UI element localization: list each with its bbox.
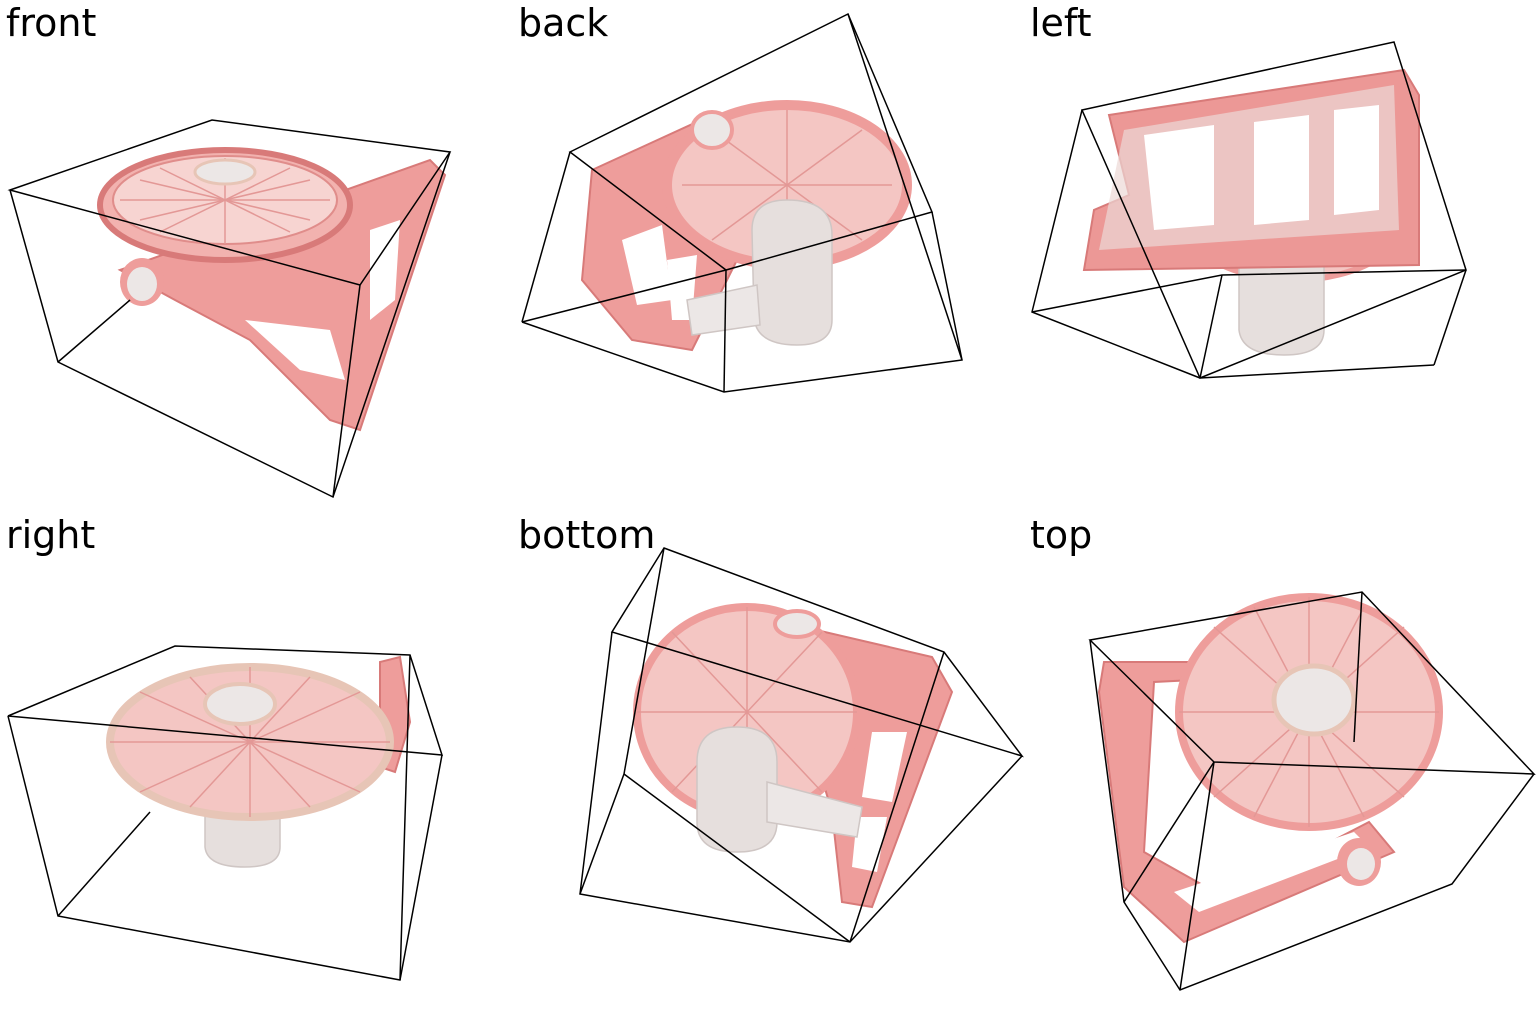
desk-fan-render (579, 547, 1024, 943)
view-label: front (6, 1, 97, 45)
view-label: left (1030, 1, 1092, 45)
view-label: top (1030, 513, 1093, 557)
view-label: right (6, 513, 96, 557)
desk-fan-render (1031, 41, 1467, 379)
view-panel-bottom: bottom (512, 512, 1024, 1024)
desk-fan-render (7, 645, 444, 981)
view-panel-right: right (0, 512, 512, 1024)
view-panel-back: back (512, 0, 1024, 512)
view-label: bottom (518, 513, 656, 557)
view-panel-left: left (1024, 0, 1536, 512)
view-panel-top: top (1024, 512, 1536, 1024)
desk-fan-render (1088, 591, 1536, 991)
view-label: back (518, 1, 609, 45)
desk-fan-render (7, 119, 452, 499)
view-panel-front: front (0, 0, 512, 512)
desk-fan-render (521, 12, 963, 393)
